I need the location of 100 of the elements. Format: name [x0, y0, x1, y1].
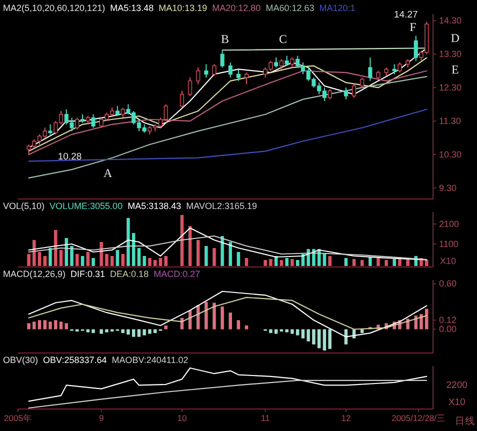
bar	[121, 329, 124, 334]
annotation: A	[104, 166, 112, 180]
bar	[137, 248, 141, 266]
candlestick	[120, 107, 125, 118]
bar	[244, 325, 248, 330]
bar	[220, 236, 224, 266]
text: 日线	[455, 414, 476, 427]
bar	[322, 254, 326, 266]
text: MA60:12.63	[266, 3, 314, 13]
candlestick	[220, 50, 224, 68]
y-tick-label: 9.30	[439, 182, 457, 193]
bar	[54, 320, 58, 330]
bar	[274, 329, 278, 334]
x-tick-label: 2005年	[4, 413, 32, 424]
bar	[352, 259, 356, 266]
line-series	[28, 296, 428, 330]
bar	[301, 329, 305, 338]
bar	[368, 257, 372, 266]
y-tick-label: 0.12	[439, 315, 457, 326]
bar	[384, 260, 388, 266]
bar	[290, 259, 294, 266]
text: MA120:1	[319, 3, 356, 13]
candlestick	[228, 62, 232, 78]
candlestick	[244, 72, 249, 85]
bar	[406, 259, 410, 266]
line-series	[28, 235, 428, 260]
y-tick-label: 1100	[439, 238, 458, 249]
text: MA5:13.48	[110, 3, 154, 13]
y-tick-label: 14.30	[439, 16, 462, 26]
x-tick-label: 11	[260, 413, 270, 424]
y-axis-title: X10	[440, 256, 456, 266]
text: MA5:3138.43	[128, 201, 182, 211]
bar	[204, 302, 208, 330]
bar	[121, 254, 124, 266]
text: MA20:12.80	[212, 3, 261, 13]
bar	[59, 250, 63, 266]
chart-title: OBV(30)	[3, 355, 38, 365]
candlestick	[279, 58, 284, 70]
x-tick-label: 12	[341, 413, 351, 424]
bar	[306, 329, 310, 342]
bar	[322, 329, 326, 350]
bar	[48, 248, 52, 266]
bar	[80, 256, 84, 266]
series-label: VOLUME:3055.00	[50, 201, 123, 211]
candlestick	[236, 68, 240, 82]
candlestick	[328, 88, 332, 100]
bar	[328, 256, 332, 266]
annotation: B	[220, 32, 230, 46]
bar	[148, 258, 152, 266]
bar	[269, 329, 272, 334]
bar	[27, 323, 30, 330]
bar	[105, 254, 108, 266]
bar	[312, 329, 316, 344]
bar	[38, 252, 42, 266]
annotation: 14.27	[394, 9, 418, 20]
bar	[148, 329, 152, 334]
bar	[86, 252, 90, 266]
text: DEA:0.18	[110, 269, 149, 279]
bar	[27, 254, 30, 266]
bar	[142, 329, 146, 336]
y-tick-label: 10.30	[439, 149, 462, 160]
candlestick	[196, 67, 200, 85]
candlestick	[398, 62, 402, 74]
y-tick-label: 2100	[439, 218, 460, 229]
bar	[59, 322, 63, 330]
annotation: C	[278, 32, 287, 46]
candlestick	[115, 106, 120, 117]
bar	[220, 306, 224, 330]
candlestick	[414, 35, 418, 62]
line-series	[28, 76, 428, 178]
y-tick-label: 12.30	[439, 82, 462, 92]
candlestick	[212, 64, 216, 76]
bar	[76, 254, 79, 266]
bar	[264, 260, 267, 266]
bar	[126, 329, 130, 335]
line-series	[28, 227, 428, 260]
bar	[236, 320, 240, 330]
bar	[38, 320, 42, 330]
bar	[158, 258, 162, 266]
chart-title: VOL(5,10)	[3, 201, 45, 211]
bar	[228, 312, 232, 330]
bar	[296, 260, 300, 266]
y-tick-label: 0.60	[439, 278, 457, 289]
bar	[105, 329, 108, 332]
bar	[290, 329, 294, 334]
bar	[32, 322, 36, 330]
text: MACD:0.27	[154, 269, 200, 279]
bar	[153, 260, 157, 266]
bar	[376, 258, 380, 266]
bar	[212, 302, 216, 330]
bar	[110, 256, 114, 266]
bar	[344, 258, 348, 266]
bar	[420, 314, 423, 330]
bar	[100, 329, 103, 334]
text: 2200	[446, 380, 468, 392]
bar	[92, 329, 95, 334]
bar	[100, 242, 103, 266]
bar	[126, 218, 130, 266]
y-tick-label: 11.30	[439, 116, 461, 126]
y-tick-label: 0.00	[439, 324, 457, 334]
